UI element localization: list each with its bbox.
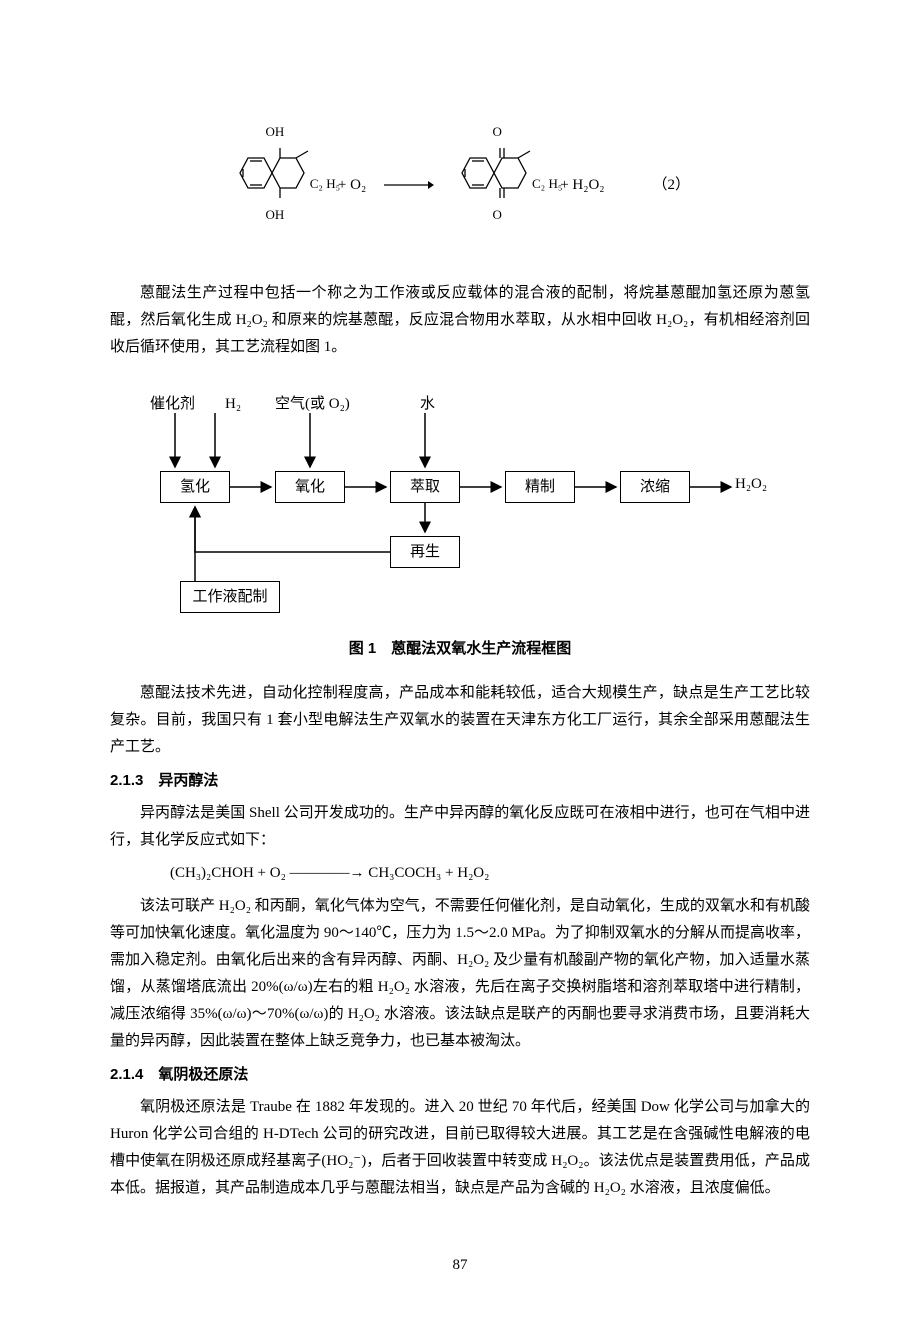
paragraph-1: 蒽醌法生产过程中包括一个称之为工作液或反应载体的混合液的配制，将烷基蒽醌加氢还原… xyxy=(110,280,810,361)
plus-h2o2: + H₂O₂ xyxy=(560,172,604,199)
paragraph-2: 蒽醌法技术先进，自动化控制程度高，产品成本和能耗较低，适合大规模生产，缺点是生产… xyxy=(110,680,810,761)
paragraph-4: 该法可联产 H₂O₂ 和丙酮，氧化气体为空气，不需要任何催化剂，是自动氧化，生成… xyxy=(110,893,810,1055)
paragraph-3: 异丙醇法是美国 Shell 公司开发成功的。生产中异丙醇的氧化反应既可在液相中进… xyxy=(110,800,810,854)
o-bot-label: O xyxy=(493,203,502,226)
flowchart: 催化剂 H₂ 空气(或 O₂) 水 氢化 氧化 萃取 精制 浓缩 再生 工作液配… xyxy=(140,391,780,621)
chemical-reaction: OH OH C₂ H₅ + O₂ O xyxy=(110,120,810,250)
oh-bot-label: OH xyxy=(266,203,285,226)
figure-caption: 图 1 蒽醌法双氧水生产流程框图 xyxy=(110,635,810,662)
paragraph-5: 氧阴极还原法是 Traube 在 1882 年发现的。进入 20 世纪 70 年… xyxy=(110,1094,810,1202)
plus-o2: + O₂ xyxy=(338,172,366,199)
equation-number: （2） xyxy=(653,172,691,199)
reaction-arrow-icon xyxy=(384,179,434,191)
heading-213: 2.1.3 异丙醇法 xyxy=(110,767,810,794)
oh-top-label: OH xyxy=(266,120,285,143)
isopropanol-equation: (CH₃)₂CHOH + O₂ ————→ CH₃COCH₃ + H₂O₂ xyxy=(110,860,810,887)
molecule-anthraquinone: O O C₂ H₅ xyxy=(452,120,542,250)
ring-structure-2 xyxy=(452,143,542,203)
ethyl-label-2: C₂ H₅ xyxy=(532,172,562,195)
flowchart-arrows xyxy=(140,391,780,621)
ethyl-label-1: C₂ H₅ xyxy=(310,172,340,195)
heading-214: 2.1.4 氧阴极还原法 xyxy=(110,1061,810,1088)
page-number: 87 xyxy=(110,1252,810,1279)
ring-structure-1 xyxy=(230,143,320,203)
molecule-anthrahydroquinone: OH OH C₂ H₅ xyxy=(230,120,320,250)
o-top-label: O xyxy=(493,120,502,143)
